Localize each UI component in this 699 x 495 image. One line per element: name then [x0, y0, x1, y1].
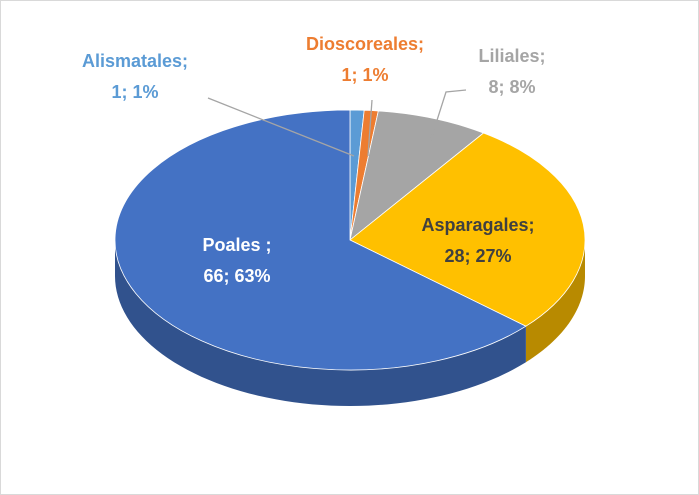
slice: [349, 132, 586, 327]
data-label-value: 1; 1%: [111, 82, 158, 102]
data-label-value: 28; 27%: [444, 246, 511, 266]
data-label-name: Alismatales;: [82, 51, 188, 71]
data-label-name: Liliales;: [478, 46, 545, 66]
leader-line: [424, 89, 467, 159]
data-label-name: Asparagales;: [421, 215, 534, 235]
data-label-name: Poales ;: [202, 235, 271, 255]
slice: [349, 110, 485, 242]
data-label-value: 1; 1%: [341, 65, 388, 85]
slice-side: [525, 240, 585, 363]
slice-side: [115, 240, 526, 406]
leader-line: [367, 99, 373, 157]
data-label-value: 8; 8%: [488, 77, 535, 97]
data-label-value: 66; 63%: [203, 266, 270, 286]
leader-line: [207, 97, 355, 157]
slice: [114, 109, 527, 371]
data-label-name: Dioscoreales;: [306, 34, 424, 54]
